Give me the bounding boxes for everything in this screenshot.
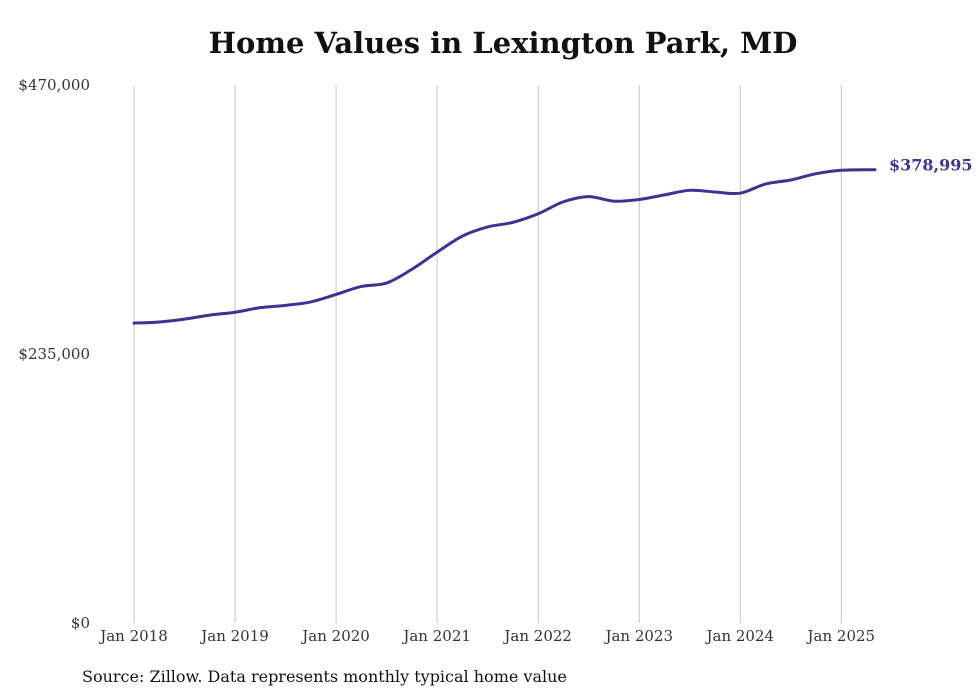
y-tick-label: $470,000 bbox=[18, 76, 90, 94]
y-tick-label: $0 bbox=[71, 614, 90, 632]
grid-lines bbox=[133, 85, 842, 623]
y-axis-tick-labels: $0 $235,000 $470,000 bbox=[18, 76, 90, 632]
source-note: Source: Zillow. Data represents monthly … bbox=[82, 667, 567, 686]
x-tick-label: Jan 2020 bbox=[300, 627, 370, 645]
series-line bbox=[132, 168, 877, 325]
x-tick-label: Jan 2022 bbox=[502, 627, 572, 645]
y-tick-label: $235,000 bbox=[18, 345, 90, 363]
x-tick-label: Jan 2021 bbox=[401, 627, 471, 645]
chart-title: Home Values in Lexington Park, MD bbox=[208, 26, 798, 60]
x-tick-label: Jan 2024 bbox=[704, 627, 774, 645]
end-value-label: $378,995 bbox=[889, 156, 973, 175]
end-labels: $378,995 bbox=[889, 156, 973, 175]
x-tick-label: Jan 2019 bbox=[199, 627, 269, 645]
series-lines bbox=[132, 168, 877, 325]
x-tick-label: Jan 2025 bbox=[806, 627, 876, 645]
x-tick-label: Jan 2023 bbox=[603, 627, 673, 645]
x-axis-tick-labels: Jan 2018 Jan 2019 Jan 2020 Jan 2021 Jan 2022… bbox=[98, 627, 875, 645]
x-tick-label: Jan 2018 bbox=[98, 627, 168, 645]
